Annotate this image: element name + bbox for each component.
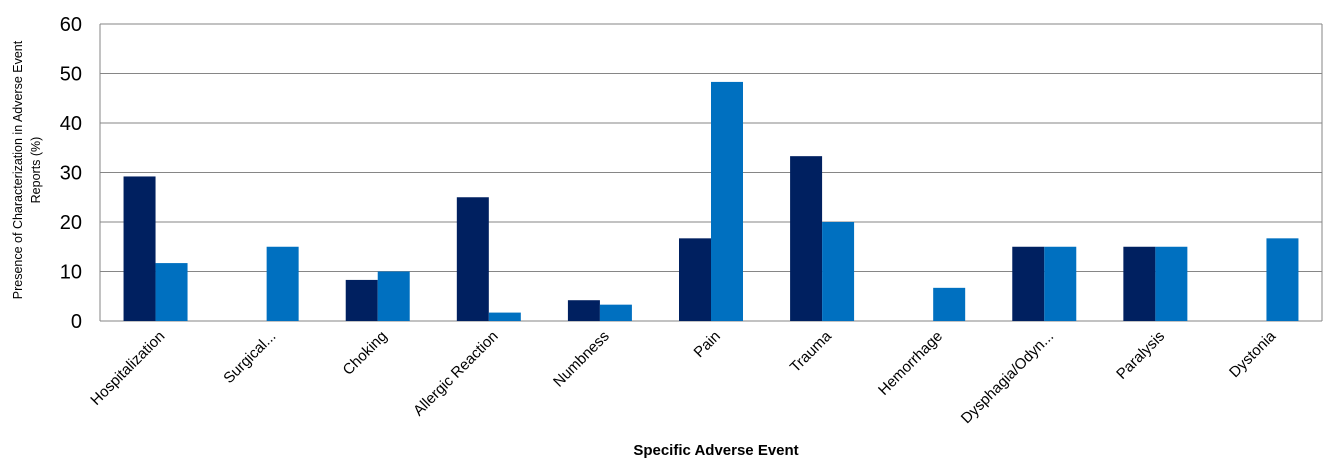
x-tick-label: Dystonia xyxy=(1226,327,1280,381)
x-tick-labels: Hospitalization Surgical... Choking Allergi… xyxy=(87,327,1279,427)
bar-series-1-9 xyxy=(1123,246,1156,321)
bar-series-2-0 xyxy=(155,263,188,321)
bar-series-1-2 xyxy=(345,279,378,321)
bar-series-2-5 xyxy=(711,81,743,321)
bar-series-2-3 xyxy=(488,312,521,321)
bar-series-2-2 xyxy=(377,271,410,321)
y-tick-label: 20 xyxy=(60,212,82,234)
y-tick-labels: 0 10 20 30 40 50 60 xyxy=(60,14,82,333)
bar-series-1-0 xyxy=(123,176,156,321)
bars xyxy=(123,81,1299,321)
bar-series-2-9 xyxy=(1155,246,1188,321)
bar-series-2-6 xyxy=(822,222,855,321)
x-tick-label: Allergic Reaction xyxy=(410,328,502,420)
y-tick-label: 40 xyxy=(60,113,82,135)
x-tick-label: Dysphagia/Odyn... xyxy=(958,328,1057,427)
y-tick-label: 50 xyxy=(60,64,82,86)
bar-series-1-8 xyxy=(1012,246,1045,321)
y-tick-label: 10 xyxy=(60,262,82,284)
x-tick-label: Surgical... xyxy=(220,328,279,387)
x-tick-label: Trauma xyxy=(787,327,836,376)
x-tick-label: Paralysis xyxy=(1113,328,1168,383)
bar-series-1-3 xyxy=(456,197,489,321)
y-tick-label: 60 xyxy=(60,14,82,36)
bar-series-2-4 xyxy=(599,304,632,321)
x-tick-label: Hospitalization xyxy=(87,328,168,409)
bar-series-2-1 xyxy=(266,246,299,321)
bar-series-2-8 xyxy=(1044,246,1077,321)
y-tick-label: 30 xyxy=(60,163,82,185)
y-axis-label-line-1: Presence of Characterization in Adverse … xyxy=(11,40,25,299)
bar-series-1-5 xyxy=(679,238,711,321)
bar-series-2-10 xyxy=(1266,238,1299,321)
x-axis-label: Specific Adverse Event xyxy=(633,442,798,459)
x-tick-label: Hemorrhage xyxy=(875,328,946,399)
y-axis-label-line-2: Reports (%) xyxy=(29,137,43,204)
bar-series-2-7 xyxy=(933,287,966,321)
bar-series-1-4 xyxy=(567,300,600,321)
x-tick-label: Numbness xyxy=(550,328,613,391)
bar-series-1-6 xyxy=(790,156,823,321)
y-tick-label: 0 xyxy=(71,311,82,333)
x-tick-label: Choking xyxy=(340,328,391,379)
x-tick-label: Pain xyxy=(691,328,724,361)
